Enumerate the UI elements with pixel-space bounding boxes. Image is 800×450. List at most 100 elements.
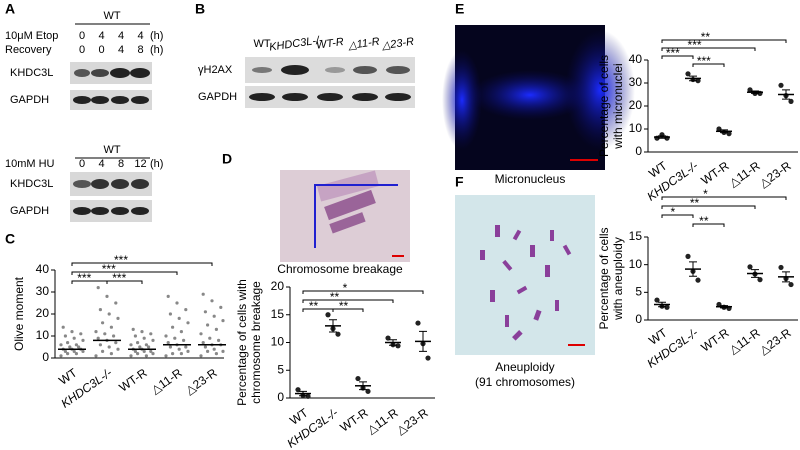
unit: (h) bbox=[150, 158, 163, 170]
panel-label: F bbox=[455, 174, 464, 190]
data-point bbox=[81, 338, 85, 342]
data-point bbox=[105, 294, 109, 298]
lane-label: △23-R bbox=[380, 36, 415, 53]
data-point bbox=[179, 330, 183, 334]
significance-label: ** bbox=[701, 30, 711, 44]
significance-bracket bbox=[302, 290, 424, 294]
data-point bbox=[325, 312, 331, 318]
time-label: 0 bbox=[79, 158, 85, 170]
error-bar bbox=[299, 390, 307, 397]
data-point bbox=[212, 347, 216, 351]
y-tick-label: 10 bbox=[271, 335, 285, 349]
treatment: 10μM Etop bbox=[5, 30, 58, 42]
data-point bbox=[757, 277, 763, 283]
x-tick-label: WT-R bbox=[698, 325, 731, 354]
time-label: 0 bbox=[79, 30, 85, 42]
significance-bracket bbox=[661, 39, 787, 43]
data-point bbox=[142, 349, 146, 353]
data-point bbox=[206, 349, 210, 353]
row-label: GAPDH bbox=[198, 91, 237, 103]
data-point bbox=[72, 349, 76, 353]
row-label: KHDC3L bbox=[10, 178, 53, 190]
error-bar bbox=[329, 319, 337, 333]
data-point bbox=[70, 330, 74, 334]
data-point bbox=[221, 319, 225, 323]
time-label: 4 bbox=[98, 30, 104, 42]
data-point bbox=[96, 286, 100, 290]
x-tick-label: △23-R bbox=[183, 365, 220, 397]
significance-label: * bbox=[671, 205, 676, 219]
data-point bbox=[184, 345, 188, 349]
x-tick-label: WT bbox=[56, 365, 80, 388]
x-tick-label: △11-R bbox=[726, 158, 762, 189]
significance-bracket bbox=[692, 63, 725, 67]
data-point bbox=[63, 349, 67, 353]
y-tick-label: 20 bbox=[36, 306, 50, 320]
error-bar bbox=[782, 271, 790, 283]
data-point bbox=[114, 341, 118, 345]
y-tick-label: 40 bbox=[36, 262, 50, 276]
y-tick-label: 0 bbox=[42, 350, 49, 364]
data-point bbox=[335, 331, 341, 337]
x-tick-label: △11-R bbox=[364, 405, 400, 436]
row-label: KHDC3L bbox=[10, 67, 53, 79]
y-axis-label: Percentage of cells bbox=[597, 55, 611, 157]
lane-label: WT bbox=[253, 38, 270, 50]
significance-bracket bbox=[106, 280, 143, 284]
micrographs bbox=[280, 25, 635, 355]
significance-label: *** bbox=[77, 271, 91, 285]
data-point bbox=[186, 349, 190, 353]
data-point bbox=[101, 321, 105, 325]
significance-label: *** bbox=[102, 262, 116, 276]
x-tick-label: WT-R bbox=[337, 405, 370, 434]
data-point bbox=[664, 304, 670, 310]
data-point bbox=[61, 325, 65, 329]
data-point bbox=[203, 345, 207, 349]
y-axis-label: chromosome breakage bbox=[249, 281, 263, 404]
genotype: WT bbox=[103, 144, 120, 156]
significance-label: ** bbox=[699, 214, 709, 228]
data-point bbox=[114, 301, 118, 305]
y-axis-label: Olive moment bbox=[12, 276, 26, 351]
data-point bbox=[212, 314, 216, 318]
y-tick-label: 40 bbox=[629, 52, 643, 66]
significance-bracket bbox=[661, 214, 694, 218]
row-label: γH2AX bbox=[198, 64, 233, 76]
y-tick-label: 20 bbox=[629, 98, 643, 112]
significance-label: *** bbox=[688, 38, 702, 52]
error-bar bbox=[689, 261, 697, 277]
panel-label: E bbox=[455, 1, 464, 17]
panel-label: C bbox=[5, 231, 15, 247]
y-tick-label: 20 bbox=[271, 279, 285, 293]
y-axis-label: Percentage of cells bbox=[597, 227, 611, 329]
unit: (h) bbox=[150, 30, 163, 42]
data-point bbox=[214, 327, 218, 331]
data-point bbox=[107, 345, 111, 349]
significance-bracket bbox=[661, 47, 756, 51]
data-point bbox=[182, 338, 186, 342]
caption: Aneuploidy bbox=[495, 360, 554, 374]
data-point bbox=[208, 336, 212, 340]
significance-label: *** bbox=[114, 253, 128, 267]
data-point bbox=[79, 332, 83, 336]
error-bar bbox=[389, 339, 397, 346]
data-point bbox=[59, 343, 63, 347]
data-point bbox=[129, 343, 133, 347]
y-tick-label: 10 bbox=[36, 328, 50, 342]
data-point bbox=[168, 312, 172, 316]
data-point bbox=[685, 253, 691, 259]
significance-bracket bbox=[302, 299, 394, 303]
data-point bbox=[214, 352, 218, 356]
data-point bbox=[355, 375, 361, 382]
data-point bbox=[201, 341, 205, 345]
data-point bbox=[81, 349, 85, 353]
data-point bbox=[94, 354, 98, 358]
data-point bbox=[151, 352, 155, 356]
y-tick-label: 5 bbox=[277, 362, 284, 376]
error-bar bbox=[782, 89, 790, 100]
y-tick-label: 0 bbox=[277, 390, 284, 404]
data-point bbox=[116, 316, 120, 320]
data-point bbox=[101, 349, 105, 353]
data-point bbox=[166, 294, 170, 298]
